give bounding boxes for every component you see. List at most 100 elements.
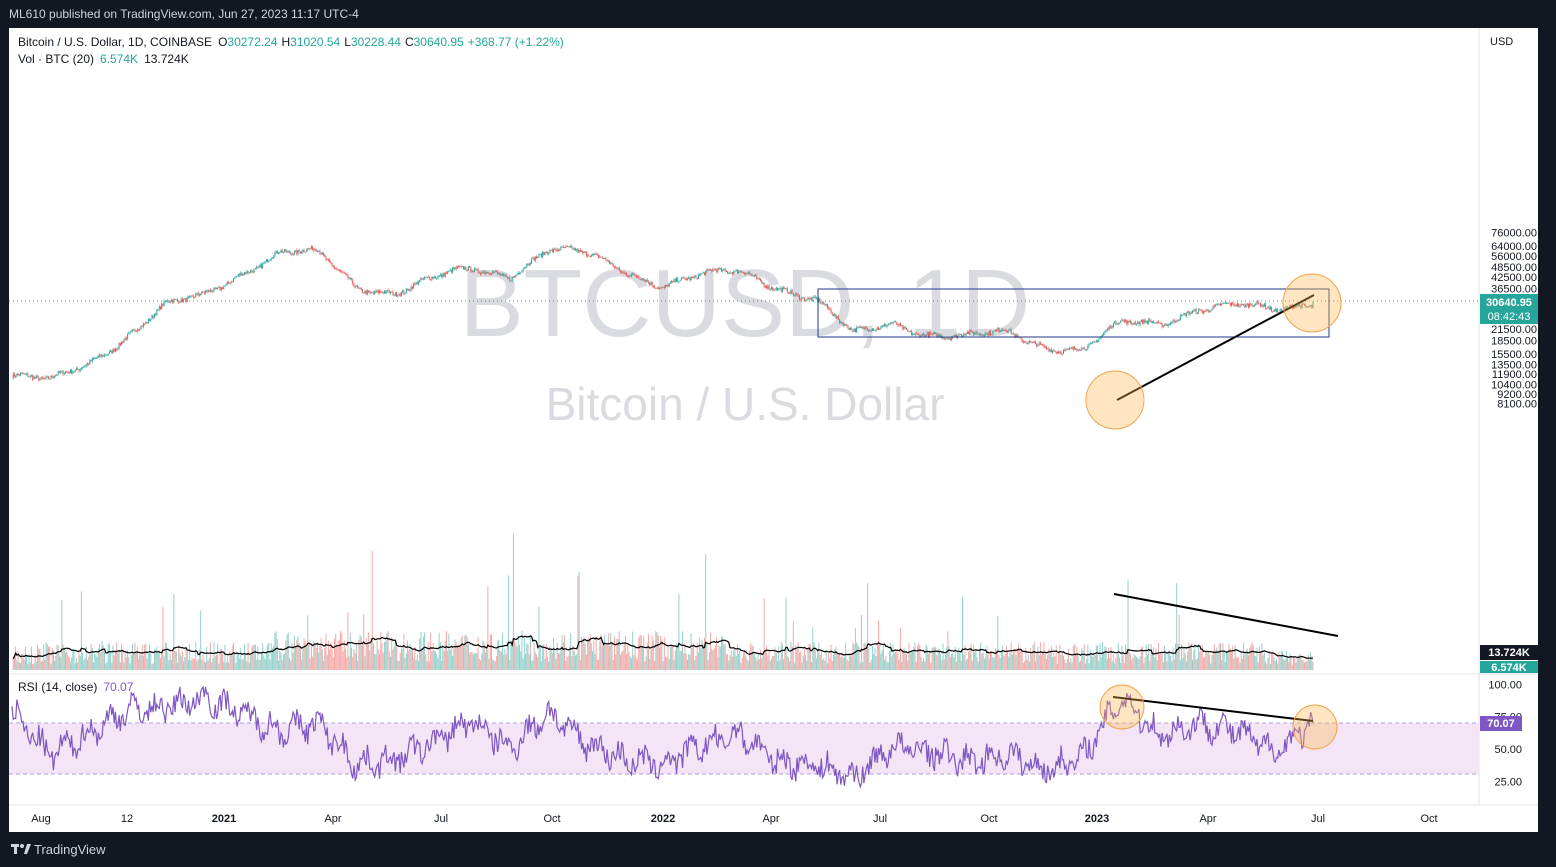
volume-bar <box>1099 643 1101 670</box>
candle-body <box>1277 308 1279 313</box>
candle-body <box>1310 305 1312 307</box>
volume-bar <box>595 636 597 670</box>
candle-body <box>103 354 105 357</box>
highlight-circle-price-1[interactable] <box>1085 370 1145 430</box>
volume-bar <box>853 644 855 670</box>
candle-body <box>1099 337 1101 340</box>
candle-body <box>147 319 149 324</box>
candle-body <box>231 281 233 283</box>
candle-body <box>813 296 815 298</box>
volume-bar <box>352 656 354 670</box>
candle-body <box>808 298 810 300</box>
candle-body <box>616 267 618 269</box>
volume-bar <box>1293 656 1295 670</box>
volume-bar <box>44 659 46 670</box>
volume-bar <box>1069 662 1071 670</box>
volume-trendline[interactable] <box>1113 593 1339 637</box>
candle-body <box>904 326 906 328</box>
candle-body <box>318 250 320 252</box>
volume-bar <box>731 656 733 670</box>
candle-body <box>669 282 671 284</box>
candle-body <box>915 333 917 335</box>
volume-bar <box>879 643 881 670</box>
candle-body <box>347 274 349 279</box>
candle-body <box>1146 320 1148 324</box>
volume-bar <box>495 656 497 670</box>
candle-body <box>101 354 103 357</box>
volume-bar <box>327 640 329 670</box>
candle-body <box>329 259 331 262</box>
volume-bar <box>546 656 548 670</box>
candle-body <box>396 292 398 297</box>
candle-body <box>906 327 908 330</box>
rsi-trendline[interactable] <box>1112 696 1314 722</box>
candle-body <box>1048 348 1050 352</box>
highlight-circle-rsi-1[interactable] <box>1099 684 1145 730</box>
volume-bar <box>58 655 60 670</box>
volume-bar <box>741 658 743 670</box>
candle-body <box>1067 348 1069 350</box>
rsi-legend[interactable]: RSI (14, close) 70.07 <box>18 680 134 694</box>
volume-bar <box>447 650 449 670</box>
price-trendline[interactable] <box>1116 294 1315 401</box>
candle-body <box>84 366 86 368</box>
candle-body <box>1133 322 1135 325</box>
volume-bar <box>239 658 241 670</box>
volume-bar <box>892 644 894 670</box>
chart-panel[interactable] <box>9 28 1538 832</box>
volume-bar <box>186 651 188 670</box>
symbol-legend[interactable]: Bitcoin / U.S. Dollar, 1D, COINBASE O3027… <box>18 35 564 66</box>
volume-bar <box>433 650 435 670</box>
volume-bar <box>1238 657 1240 670</box>
volume-bar <box>235 663 237 670</box>
candle-body <box>521 271 523 273</box>
candle-body <box>848 328 850 330</box>
volume-bar <box>700 647 702 670</box>
candle-body <box>470 266 472 271</box>
volume-bar <box>996 650 998 670</box>
volume-bar <box>906 654 908 670</box>
candle-body <box>1011 333 1013 335</box>
range-box[interactable] <box>817 288 1330 338</box>
candle-body <box>403 290 405 294</box>
candle-body <box>1268 307 1270 310</box>
volume-bar <box>1136 656 1138 670</box>
volume-bar <box>689 654 691 670</box>
candle-body <box>1016 334 1018 337</box>
volume-bar <box>583 636 585 670</box>
volume-bar <box>862 661 864 670</box>
candle-body <box>590 254 592 258</box>
volume-bar <box>416 654 418 670</box>
candle-body <box>459 266 461 268</box>
candle-body <box>1097 340 1099 342</box>
volume-bar <box>1272 652 1274 670</box>
volume-bar <box>458 645 460 670</box>
candle-body <box>1105 330 1107 332</box>
candle-body <box>78 369 80 371</box>
highlight-circle-rsi-2[interactable] <box>1292 704 1338 750</box>
volume-bar <box>106 662 108 670</box>
volume-bar <box>1064 659 1066 670</box>
volume-bar <box>351 647 353 670</box>
volume-bar <box>66 651 68 670</box>
candle-body <box>892 322 894 324</box>
price-tick-label: 18500.00 <box>1491 335 1537 347</box>
volume-bar <box>828 653 830 670</box>
price-tick-label: 13500.00 <box>1491 360 1537 372</box>
candle-body <box>830 309 832 314</box>
highlight-circle-price-2[interactable] <box>1282 273 1342 333</box>
candle-body <box>964 333 966 336</box>
candle-body <box>1182 314 1184 316</box>
candle-body <box>1019 337 1021 339</box>
volume-bar <box>1285 651 1287 670</box>
candle-body <box>1112 323 1114 328</box>
candle-body <box>465 266 467 270</box>
volume-bar <box>417 661 419 670</box>
time-tick-label: Apr <box>324 813 341 825</box>
volume-bar <box>966 658 968 670</box>
volume-bar <box>999 658 1001 670</box>
candle-body <box>589 255 591 258</box>
candle-body <box>382 292 384 294</box>
volume-bar <box>852 642 854 670</box>
